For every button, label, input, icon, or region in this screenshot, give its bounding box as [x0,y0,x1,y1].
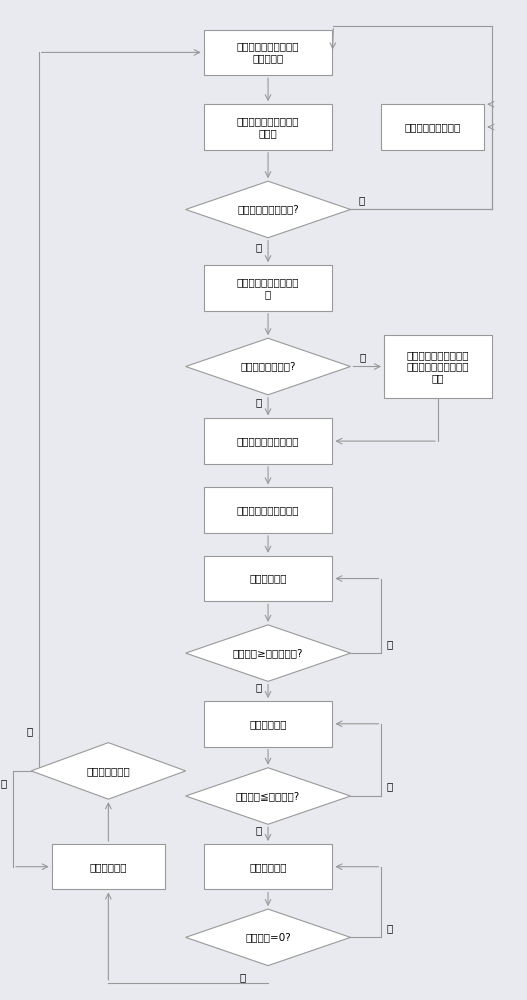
Text: 指针速度≥平均角速度?: 指针速度≥平均角速度? [233,648,304,658]
Text: 将平均角速度设定为阈
值，计算新的标称调度
周期: 将平均角速度设定为阈 值，计算新的标称调度 周期 [407,350,469,383]
FancyBboxPatch shape [203,844,333,889]
FancyBboxPatch shape [52,844,165,889]
Text: 设定调度周期时槽长度: 设定调度周期时槽长度 [237,505,299,515]
Polygon shape [31,743,186,799]
FancyBboxPatch shape [384,335,492,398]
Text: 加速启动过程: 加速启动过程 [249,574,287,584]
Polygon shape [186,181,350,238]
FancyBboxPatch shape [203,265,333,311]
Text: 是: 是 [26,727,33,737]
FancyBboxPatch shape [203,556,333,601]
FancyBboxPatch shape [382,104,484,150]
Text: 匀速运转过程: 匀速运转过程 [249,719,287,729]
Polygon shape [186,625,350,681]
Text: 否: 否 [360,352,366,362]
Text: 调度周期开始，设定标
称调度周期: 调度周期开始，设定标 称调度周期 [237,42,299,63]
FancyBboxPatch shape [203,104,333,150]
Polygon shape [186,338,350,395]
Text: 计算指针目标位置及位
置变化: 计算指针目标位置及位 置变化 [237,116,299,138]
Text: 计算步进电机平均角速
度: 计算步进电机平均角速 度 [237,277,299,299]
Text: 惯性消止时间到: 惯性消止时间到 [86,766,130,776]
Text: 否: 否 [386,639,393,649]
Polygon shape [186,768,350,824]
Text: 等待下一个调度周期: 等待下一个调度周期 [405,122,461,132]
Text: 计算加速度、补偿时间: 计算加速度、补偿时间 [237,436,299,446]
Text: 否: 否 [386,782,393,792]
Text: 位置变化＞去抖阈值?: 位置变化＞去抖阈值? [237,204,299,214]
Text: 平均角速度＜阈值?: 平均角速度＜阈值? [240,362,296,372]
Text: 减速停止过程: 减速停止过程 [249,862,287,872]
Text: 惯性消止过程: 惯性消止过程 [90,862,127,872]
Text: 是: 是 [256,398,262,408]
FancyBboxPatch shape [203,30,333,75]
Text: 是: 是 [256,682,262,692]
Text: 否: 否 [1,778,7,788]
Text: 指针速度=0?: 指针速度=0? [245,932,291,942]
Polygon shape [186,909,350,966]
Text: 否: 否 [358,195,365,205]
Text: 否: 否 [386,923,393,933]
Text: 是: 是 [239,972,246,982]
FancyBboxPatch shape [203,487,333,533]
FancyBboxPatch shape [203,418,333,464]
Text: 是: 是 [256,825,262,835]
FancyBboxPatch shape [203,701,333,747]
Text: 是: 是 [256,243,262,253]
Text: 剩余距离≦加速距离?: 剩余距离≦加速距离? [236,791,300,801]
